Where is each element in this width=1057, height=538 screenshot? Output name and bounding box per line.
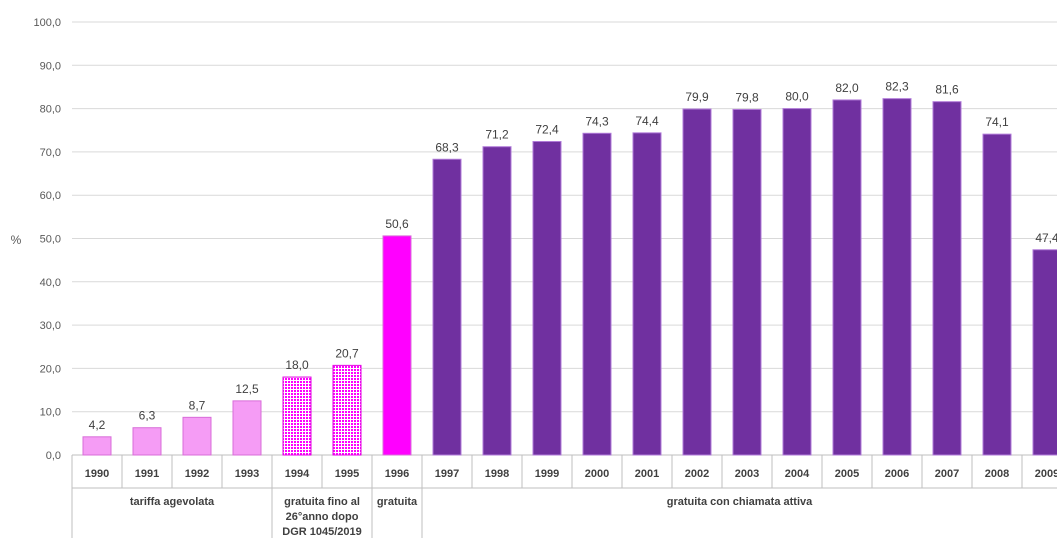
y-tick-label: 90,0 — [40, 60, 61, 72]
data-label: 74,4 — [635, 114, 659, 128]
bar — [632, 132, 662, 456]
bar — [732, 108, 762, 456]
bar — [482, 146, 512, 456]
y-tick-label: 70,0 — [40, 147, 61, 159]
bar — [582, 132, 612, 456]
data-label: 72,4 — [535, 123, 559, 137]
group-label: gratuita — [377, 496, 418, 508]
category-label: 2007 — [935, 468, 959, 480]
group-label: gratuita fino al 26°anno dopo DGR 1045/201… — [282, 496, 362, 538]
data-label: 79,9 — [685, 90, 709, 104]
category-axis: 1990 1991 1992 1993 1994 1995 1996 1997 1998 1999… — [71, 455, 1057, 538]
y-tick-label: 0,0 — [46, 450, 61, 462]
y-tick-label: 100,0 — [33, 17, 61, 29]
bar — [532, 141, 562, 456]
category-label: 1998 — [485, 468, 509, 480]
data-label: 20,7 — [335, 346, 359, 360]
category-label: 1996 — [385, 468, 409, 480]
data-label: 12,5 — [235, 382, 259, 396]
category-label: 2000 — [585, 468, 609, 480]
data-label: 50,6 — [385, 217, 409, 231]
category-label: 1990 — [85, 468, 109, 480]
bar — [282, 376, 312, 456]
category-label: 1999 — [535, 468, 559, 480]
data-labels: 4,2 6,3 8,7 12,5 18,0 20,7 50,6 68,3 71,2 72,4 74,… — [89, 80, 1057, 432]
data-label: 47,4 — [1035, 231, 1057, 245]
data-label: 79,8 — [735, 90, 759, 104]
bar — [132, 427, 162, 456]
category-label: 2005 — [835, 468, 859, 480]
bar — [332, 364, 362, 456]
bar — [682, 108, 712, 456]
category-label: 1993 — [235, 468, 259, 480]
bar — [932, 101, 962, 456]
category-label: 2009 — [1035, 468, 1057, 480]
bars — [82, 98, 1057, 456]
data-label: 68,3 — [435, 140, 459, 154]
category-label: 2006 — [885, 468, 909, 480]
data-label: 18,0 — [285, 358, 309, 372]
bar — [982, 133, 1012, 456]
data-label: 81,6 — [935, 83, 959, 97]
y-tick-labels: 0,0 10,0 20,0 30,0 40,0 50,0 60,0 70,0 80,0 90,0 1… — [33, 17, 61, 462]
y-tick-label: 10,0 — [40, 407, 61, 419]
y-tick-label: 40,0 — [40, 277, 61, 289]
bar — [882, 98, 912, 456]
data-label: 82,0 — [835, 81, 859, 95]
category-label: 1991 — [135, 468, 159, 480]
y-axis-label: % — [11, 233, 22, 247]
data-label: 71,2 — [485, 128, 509, 142]
category-label: 2001 — [635, 468, 659, 480]
y-tick-label: 30,0 — [40, 320, 61, 332]
y-tick-label: 50,0 — [40, 234, 61, 246]
data-label: 74,1 — [985, 115, 1009, 129]
category-label: 1995 — [335, 468, 359, 480]
category-label: 2003 — [735, 468, 759, 480]
category-label: 2002 — [685, 468, 709, 480]
bar — [832, 99, 862, 456]
bar — [82, 436, 112, 456]
category-label: 1997 — [435, 468, 459, 480]
bar — [382, 235, 412, 456]
bar — [182, 416, 212, 456]
bar — [432, 158, 462, 456]
y-tick-label: 80,0 — [40, 104, 61, 116]
category-label: 1992 — [185, 468, 209, 480]
data-label: 82,3 — [885, 80, 909, 94]
bar — [232, 400, 262, 456]
y-tick-label: 20,0 — [40, 363, 61, 375]
category-label: 1994 — [285, 468, 310, 480]
data-label: 8,7 — [189, 398, 206, 412]
data-label: 6,3 — [139, 409, 156, 423]
group-label: gratuita con chiamata attiva — [667, 496, 813, 508]
data-label: 80,0 — [785, 90, 809, 104]
group-label: tariffa agevolata — [130, 496, 215, 508]
y-tick-label: 60,0 — [40, 190, 61, 202]
bar — [1032, 249, 1057, 456]
data-label: 4,2 — [89, 418, 106, 432]
category-label: 2004 — [785, 468, 810, 480]
category-label: 2008 — [985, 468, 1009, 480]
data-label: 74,3 — [585, 114, 609, 128]
bar — [782, 108, 812, 456]
